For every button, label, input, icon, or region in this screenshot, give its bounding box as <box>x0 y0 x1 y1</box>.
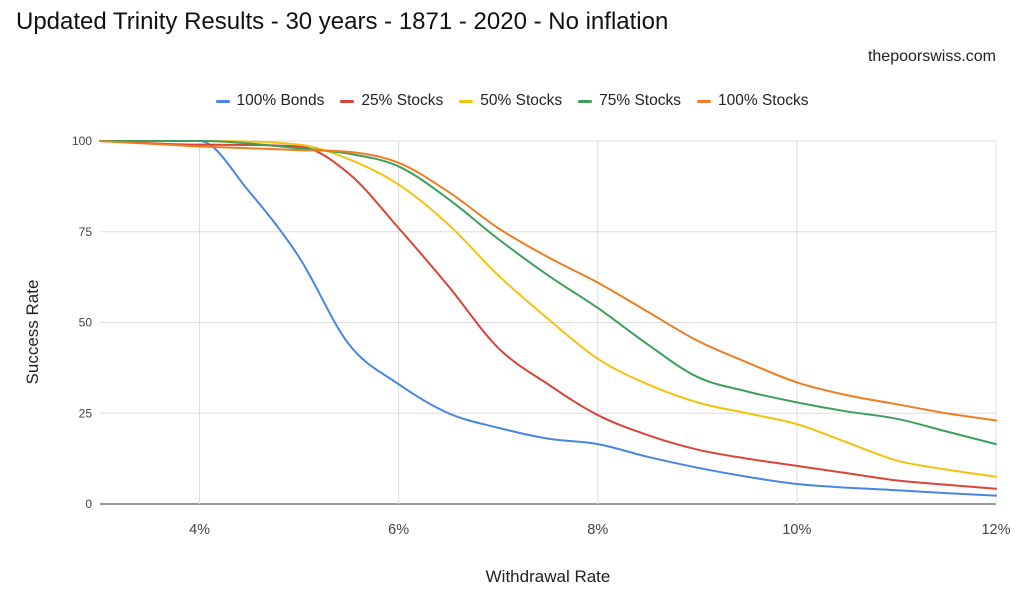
legend-label: 25% Stocks <box>361 92 444 109</box>
y-tick-label: 25 <box>79 406 93 420</box>
y-tick-label: 0 <box>85 497 92 511</box>
gridlines <box>100 140 997 505</box>
legend: 100% Bonds 25% Stocks 50% Stocks 75% Sto… <box>0 90 1024 112</box>
y-tick-label: 50 <box>79 316 93 330</box>
x-tick-label: 8% <box>587 522 608 538</box>
x-axis-label: Withdrawal Rate <box>486 567 611 586</box>
x-tick-label: 6% <box>388 522 409 538</box>
chart-title: Updated Trinity Results - 30 years - 187… <box>16 8 669 35</box>
x-tick-label: 4% <box>189 522 210 538</box>
legend-swatch <box>578 99 593 103</box>
legend-item-stocks-100[interactable]: 100% Stocks <box>697 90 808 112</box>
x-tick-label: 10% <box>782 522 811 538</box>
legend-item-stocks-50[interactable]: 50% Stocks <box>459 90 562 112</box>
series-line-1[interactable] <box>99 140 997 490</box>
series-line-4[interactable] <box>99 140 997 422</box>
legend-item-stocks-25[interactable]: 25% Stocks <box>340 90 443 112</box>
legend-label: 50% Stocks <box>480 92 563 109</box>
legend-label: 100% Stocks <box>718 92 809 109</box>
series-line-2[interactable] <box>99 139 997 478</box>
legend-swatch <box>340 99 355 103</box>
legend-label: 75% Stocks <box>599 92 681 109</box>
source-watermark: thepoorswiss.com <box>867 48 996 65</box>
x-axis-ticks: 4% 6% 8% 10% 12% <box>189 522 1011 538</box>
legend-swatch <box>215 99 230 103</box>
y-axis-ticks: 0 25 50 75 100 <box>72 134 92 511</box>
y-tick-label: 75 <box>79 225 93 239</box>
y-axis-label: Success Rate <box>23 280 42 385</box>
legend-swatch <box>459 99 474 103</box>
x-tick-label: 12% <box>981 522 1010 538</box>
legend-item-bonds-100[interactable]: 100% Bonds <box>215 90 325 112</box>
series-lines <box>99 139 997 497</box>
legend-swatch <box>697 99 711 103</box>
y-tick-label: 100 <box>72 134 92 148</box>
legend-label: 100% Bonds <box>236 92 325 109</box>
legend-item-stocks-75[interactable]: 75% Stocks <box>578 90 681 112</box>
series-line-0[interactable] <box>99 139 997 497</box>
